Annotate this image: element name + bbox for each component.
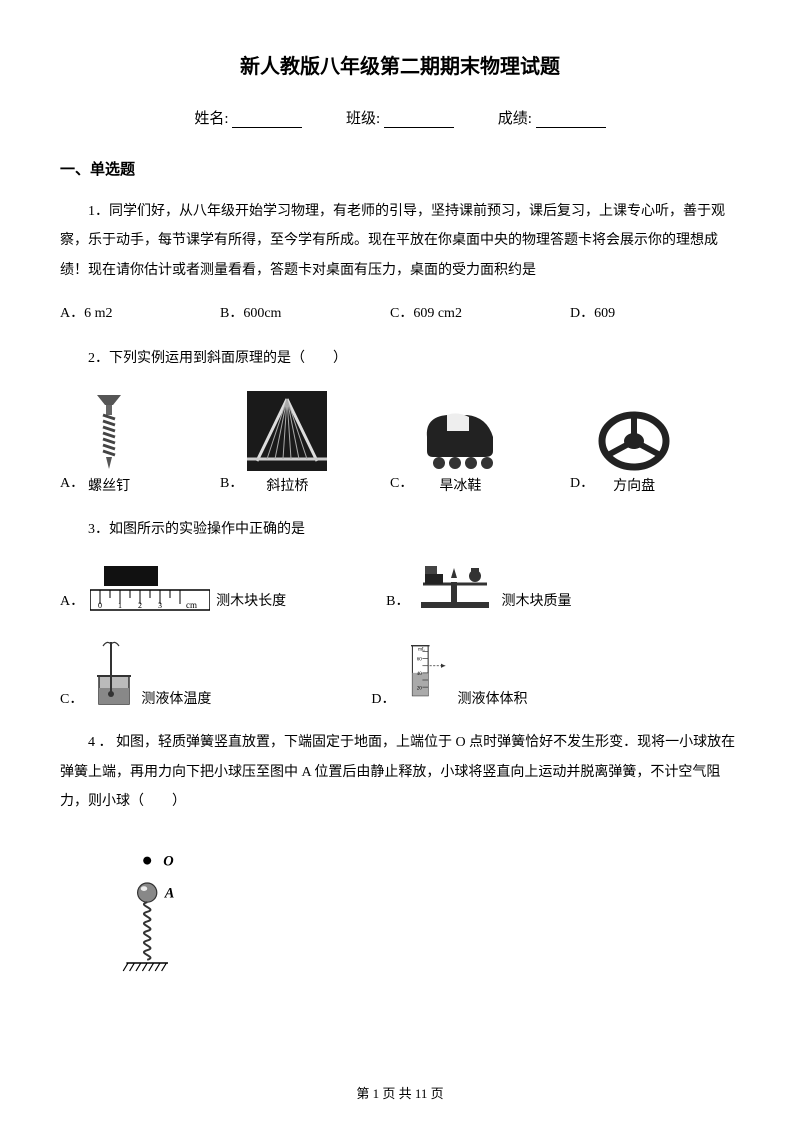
svg-text:3: 3 bbox=[158, 601, 162, 610]
name-blank[interactable] bbox=[232, 114, 302, 128]
q4-label-a: A bbox=[164, 885, 175, 901]
question-4-text: 4 ． 如图，轻质弹簧竖直放置，下端固定于地面，上端位于 O 点时弹簧恰好不发生… bbox=[60, 728, 740, 816]
q2-option-a: A． 螺丝钉 bbox=[60, 391, 210, 495]
q2-d-label: 方向盘 bbox=[613, 475, 655, 495]
spring-diagram-icon: O A bbox=[120, 835, 200, 995]
q1-option-d: D．609 bbox=[570, 303, 710, 325]
student-info-row: 姓名: 班级: 成绩: bbox=[60, 107, 740, 128]
q2-b-letter: B． bbox=[220, 477, 243, 495]
class-label: 班级: bbox=[346, 107, 380, 128]
q2-option-d: D． 方向盘 bbox=[570, 411, 670, 495]
q4-label-o: O bbox=[163, 853, 173, 869]
question-3-text: 3．如图所示的实验操作中正确的是 bbox=[60, 515, 740, 544]
q2-c-letter: C． bbox=[390, 477, 413, 495]
q2-option-c: C． 旱冰鞋 bbox=[390, 407, 560, 495]
q3-option-c: C． 测液体温度 bbox=[60, 640, 211, 710]
steering-wheel-icon bbox=[598, 411, 670, 471]
question-3-row2: C． 测液体温度 D． mL 60 40 20 bbox=[60, 630, 740, 710]
q2-a-letter: A． bbox=[60, 477, 84, 495]
screw-icon bbox=[89, 391, 129, 471]
q2-a-label: 螺丝钉 bbox=[88, 475, 130, 495]
q1-option-a: A．6 m2 bbox=[60, 303, 220, 325]
q3-option-b: B． 测木块质量 bbox=[386, 562, 571, 612]
question-1-options: A．6 m2 B．600cm C．609 cm2 D．609 bbox=[60, 303, 740, 325]
question-2-text: 2．下列实例运用到斜面原理的是（ ） bbox=[60, 344, 740, 373]
svg-text:2: 2 bbox=[138, 601, 142, 610]
skate-icon bbox=[417, 407, 503, 471]
class-blank[interactable] bbox=[384, 114, 454, 128]
question-3-row1: A． 0 1 2 3 cm 测木块长度 B． bbox=[60, 562, 740, 612]
q3-d-letter: D． bbox=[371, 688, 395, 710]
q2-c-label: 旱冰鞋 bbox=[439, 475, 481, 495]
q3-a-label: 测木块长度 bbox=[216, 590, 286, 612]
page-footer: 第 1 页 共 11 页 bbox=[0, 1083, 800, 1102]
q1-option-c: C．609 cm2 bbox=[390, 303, 570, 325]
cylinder-icon: mL 60 40 20 bbox=[401, 630, 451, 710]
q3-b-label: 测木块质量 bbox=[501, 590, 571, 612]
question-2-options: A． 螺丝钉 B． bbox=[60, 391, 740, 495]
section-1-heading: 一、单选题 bbox=[60, 158, 740, 179]
q3-option-a: A． 0 1 2 3 cm 测木块长度 bbox=[60, 564, 286, 612]
beaker-icon bbox=[89, 640, 135, 710]
svg-text:0: 0 bbox=[98, 601, 102, 610]
page-title: 新人教版八年级第二期期末物理试题 bbox=[60, 50, 740, 79]
q2-option-b: B． 斜拉桥 bbox=[220, 391, 380, 495]
score-label: 成绩: bbox=[498, 107, 532, 128]
name-label: 姓名: bbox=[194, 107, 228, 128]
balance-icon bbox=[415, 562, 495, 612]
q1-option-b: B．600cm bbox=[220, 303, 390, 325]
svg-text:1: 1 bbox=[118, 601, 122, 610]
svg-text:20: 20 bbox=[417, 687, 423, 692]
q2-d-letter: D． bbox=[570, 477, 594, 495]
svg-text:60: 60 bbox=[417, 658, 423, 663]
ruler-icon: 0 1 2 3 cm bbox=[90, 564, 210, 612]
q3-d-label: 测液体体积 bbox=[457, 688, 527, 710]
score-blank[interactable] bbox=[536, 114, 606, 128]
q3-b-letter: B． bbox=[386, 590, 409, 612]
q3-option-d: D． mL 60 40 20 测液体体积 bbox=[371, 630, 527, 710]
svg-text:40: 40 bbox=[417, 672, 423, 677]
q2-b-label: 斜拉桥 bbox=[266, 475, 308, 495]
question-1-text: 1．同学们好，从八年级开始学习物理，有老师的引导，坚持课前预习，课后复习，上课专… bbox=[60, 197, 740, 285]
question-4-figure: O A bbox=[120, 835, 740, 1000]
bridge-icon bbox=[247, 391, 327, 471]
q3-c-label: 测液体温度 bbox=[141, 688, 211, 710]
q3-c-letter: C． bbox=[60, 688, 83, 710]
q3-a-letter: A． bbox=[60, 590, 84, 612]
svg-text:mL: mL bbox=[419, 648, 426, 653]
svg-text:cm: cm bbox=[186, 600, 197, 610]
